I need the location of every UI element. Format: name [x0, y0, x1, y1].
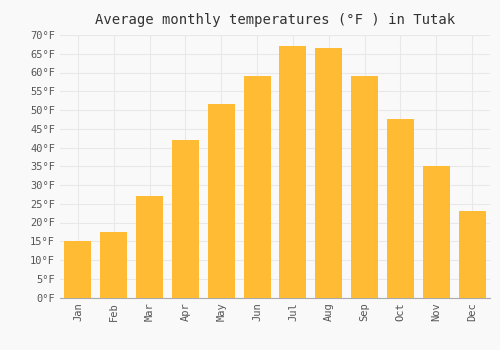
Bar — [280, 46, 306, 298]
Bar — [136, 267, 163, 298]
Bar — [208, 239, 234, 298]
Bar — [64, 241, 92, 298]
Bar — [387, 119, 414, 298]
Bar — [423, 258, 450, 298]
Bar — [208, 104, 234, 298]
Bar — [100, 278, 127, 298]
Bar — [172, 250, 199, 298]
Bar — [172, 140, 199, 298]
Bar — [423, 166, 450, 298]
Bar — [136, 196, 163, 298]
Bar — [387, 244, 414, 298]
Bar — [100, 232, 127, 298]
Bar — [64, 281, 92, 297]
Bar — [351, 76, 378, 298]
Bar — [458, 211, 485, 298]
Bar — [244, 76, 270, 298]
Bar — [316, 48, 342, 298]
Bar — [244, 231, 270, 298]
Bar — [280, 222, 306, 298]
Bar — [458, 272, 485, 298]
Bar — [316, 223, 342, 298]
Bar — [351, 231, 378, 298]
Title: Average monthly temperatures (°F ) in Tutak: Average monthly temperatures (°F ) in Tu… — [95, 13, 455, 27]
